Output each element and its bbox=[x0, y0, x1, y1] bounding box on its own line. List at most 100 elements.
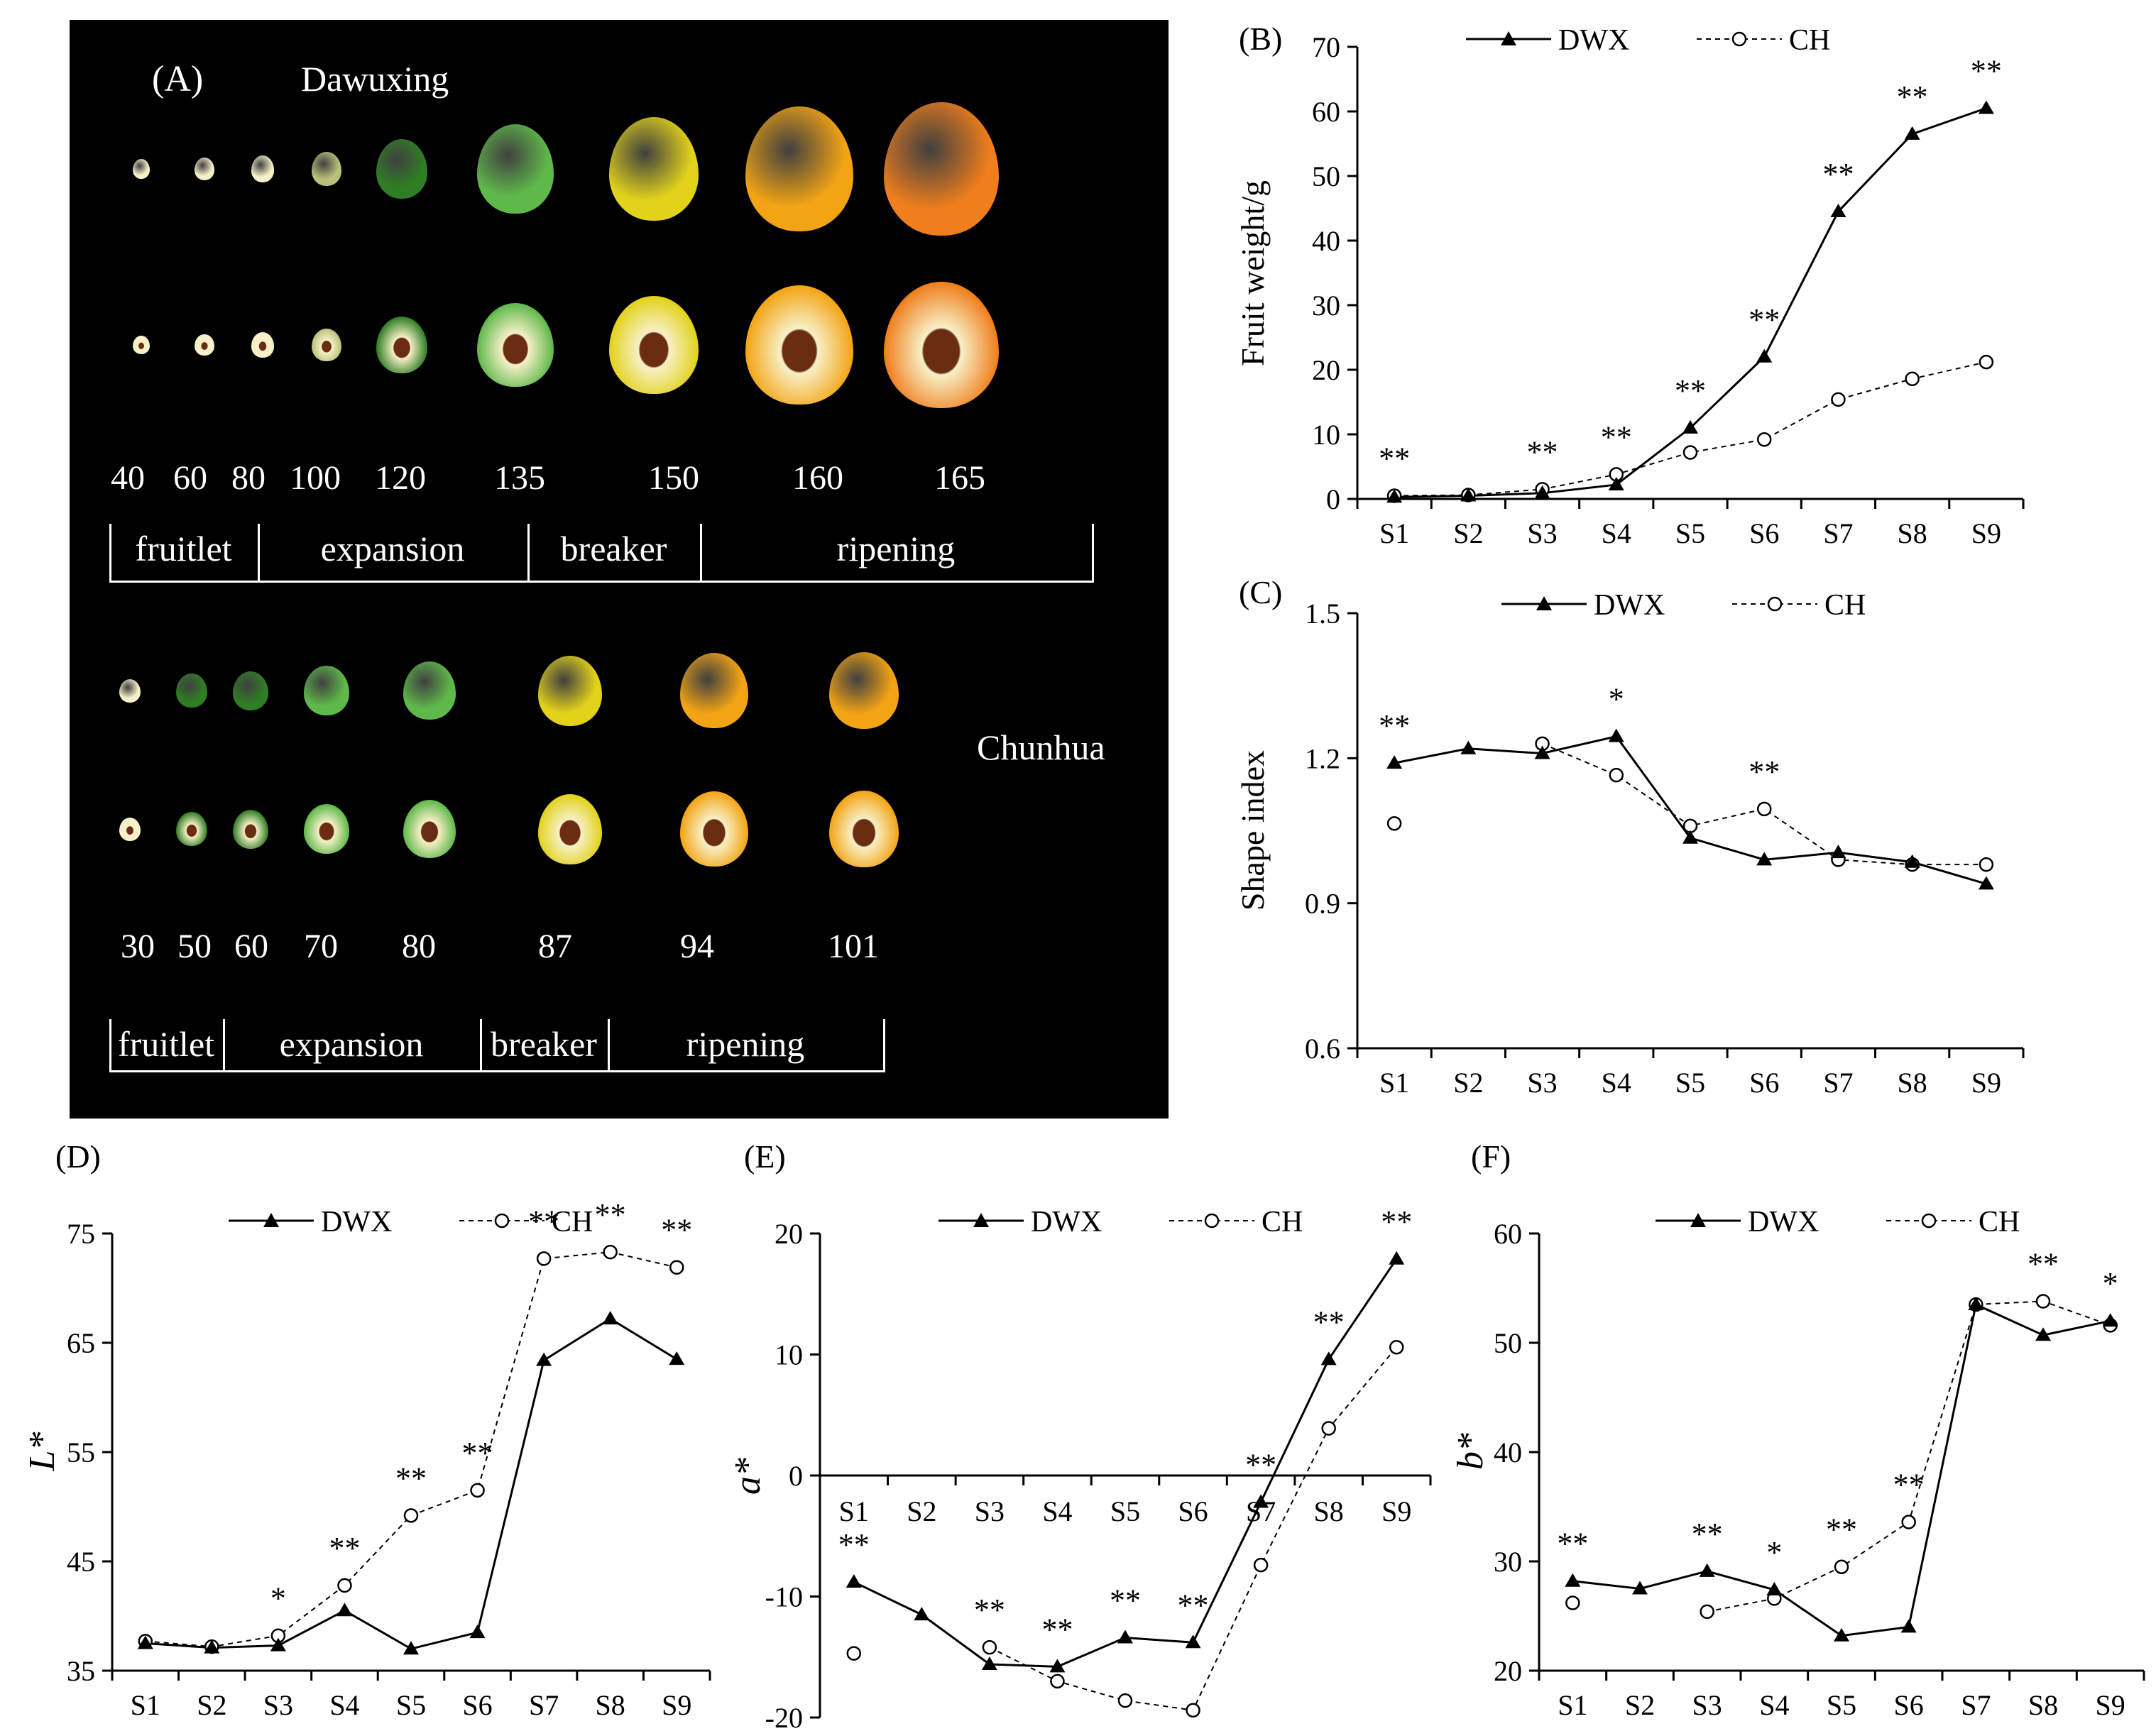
x-tick-label: S4 bbox=[329, 1689, 359, 1721]
fruit-dawuxing-whole bbox=[132, 159, 150, 179]
significance-marker: ** bbox=[528, 1204, 559, 1238]
y-tick-label: 50 bbox=[1494, 1327, 1522, 1359]
x-tick-label: S5 bbox=[396, 1689, 426, 1721]
data-point-dwx bbox=[1834, 1627, 1849, 1642]
legend-marker-ch bbox=[494, 1213, 510, 1229]
legend-marker-ch bbox=[1921, 1213, 1937, 1229]
y-tick-label: 0 bbox=[1326, 483, 1340, 515]
legend-label-dwx: DWX bbox=[1594, 589, 1665, 622]
x-tick-label: S5 bbox=[1675, 1067, 1705, 1099]
x-tick-label: S8 bbox=[1898, 1067, 1927, 1099]
significance-marker: ** bbox=[329, 1531, 360, 1566]
data-point-dwx bbox=[1968, 1297, 1984, 1311]
data-point-ch bbox=[1386, 816, 1402, 831]
data-point-dwx bbox=[1534, 745, 1550, 759]
fruit-dawuxing-cut bbox=[312, 328, 342, 362]
data-point-dwx bbox=[1565, 1573, 1581, 1587]
fruit-dawuxing-whole bbox=[745, 106, 854, 232]
significance-marker: ** bbox=[1692, 1517, 1723, 1551]
significance-marker: ** bbox=[1749, 302, 1780, 337]
significance-marker: ** bbox=[1381, 1204, 1412, 1239]
data-point-ch bbox=[1389, 1340, 1404, 1355]
legend: DWX CH bbox=[939, 1206, 1303, 1238]
data-point-ch bbox=[1253, 1557, 1269, 1573]
x-tick-label: S4 bbox=[1602, 517, 1631, 549]
data-point-ch bbox=[1831, 392, 1846, 407]
chunhua-stage-line bbox=[109, 1070, 883, 1072]
x-tick-label: S5 bbox=[1675, 517, 1705, 549]
legend: DWX CH bbox=[1466, 24, 1830, 57]
data-point-ch bbox=[1050, 1674, 1065, 1689]
y-tick-label: 0 bbox=[789, 1460, 803, 1492]
x-tick-label: S3 bbox=[263, 1689, 293, 1721]
data-point-dwx bbox=[1830, 845, 1846, 859]
data-point-dwx bbox=[1978, 100, 1994, 114]
significance-marker: ** bbox=[1897, 79, 1928, 114]
significance-marker: ** bbox=[1245, 1448, 1276, 1483]
data-point-dwx bbox=[1386, 755, 1403, 769]
significance-marker: * bbox=[2103, 1266, 2118, 1301]
y-tick-label: 10 bbox=[1312, 419, 1340, 451]
fruit-dawuxing-cut bbox=[476, 302, 554, 388]
data-point-dwx bbox=[669, 1351, 685, 1365]
x-tick-label: S7 bbox=[1823, 517, 1853, 549]
fruit-dawuxing-cut bbox=[884, 281, 1000, 409]
fruit-chunhua-whole bbox=[829, 652, 899, 729]
data-point-dwx bbox=[2035, 1327, 2051, 1341]
significance-marker: ** bbox=[1557, 1527, 1588, 1561]
fruit-chunhua-whole bbox=[403, 661, 456, 720]
series-line-dwx bbox=[1394, 735, 1987, 885]
x-tick-label: S9 bbox=[1381, 1495, 1411, 1527]
x-tick-label: S6 bbox=[1178, 1495, 1208, 1527]
data-point-ch bbox=[1901, 1515, 1916, 1529]
y-tick-label: 40 bbox=[1494, 1436, 1522, 1468]
y-tick-label: 30 bbox=[1312, 290, 1340, 322]
day-label-dawuxing: 150 bbox=[648, 459, 699, 497]
legend-marker-dwx bbox=[1690, 1213, 1706, 1227]
day-label-dawuxing: 160 bbox=[792, 459, 843, 497]
cultivar-name-dawuxing: Dawuxing bbox=[301, 59, 449, 99]
data-point-ch bbox=[1834, 1559, 1849, 1574]
significance-marker: ** bbox=[1749, 754, 1780, 789]
data-point-ch bbox=[1979, 354, 1994, 370]
y-axis-label: b* bbox=[1450, 1433, 1491, 1470]
data-point-dwx bbox=[1386, 489, 1403, 503]
panel-label-f: (F) bbox=[1471, 1138, 1511, 1175]
panel-label-b: (B) bbox=[1239, 21, 1282, 57]
data-point-dwx bbox=[536, 1352, 552, 1366]
fruit-chunhua-whole bbox=[538, 655, 602, 726]
data-point-dwx bbox=[1756, 348, 1773, 363]
significance-marker: ** bbox=[1826, 1512, 1857, 1547]
dawuxing-stage-label: fruitlet bbox=[135, 529, 232, 568]
chunhua-stage-label: breaker bbox=[491, 1024, 597, 1064]
dawuxing-stage-line bbox=[109, 581, 1092, 583]
y-tick-label: 20 bbox=[775, 1218, 803, 1250]
x-tick-label: S2 bbox=[907, 1495, 936, 1527]
fruit-dawuxing-whole bbox=[251, 155, 275, 182]
x-tick-label: S2 bbox=[1453, 517, 1483, 549]
x-tick-label: S7 bbox=[1823, 1067, 1853, 1099]
x-tick-label: S2 bbox=[1453, 1067, 1483, 1099]
data-point-ch bbox=[1609, 767, 1624, 783]
data-point-dwx bbox=[1320, 1351, 1337, 1365]
series-line-dwx bbox=[1572, 1302, 2111, 1637]
x-tick-label: S8 bbox=[596, 1689, 625, 1721]
y-tick-label: 1.2 bbox=[1305, 742, 1340, 774]
x-tick-label: S4 bbox=[1042, 1495, 1072, 1527]
dawuxing-stage-label: ripening bbox=[836, 529, 956, 568]
data-point-ch bbox=[846, 1646, 862, 1661]
x-tick-label: S3 bbox=[1692, 1689, 1722, 1721]
y-tick-label: 75 bbox=[67, 1218, 95, 1250]
series-line-ch bbox=[145, 1251, 677, 1648]
fruit-dawuxing-cut bbox=[194, 334, 214, 356]
significance-marker: ** bbox=[1601, 419, 1632, 454]
significance-marker: ** bbox=[1971, 53, 2002, 88]
x-tick-label: S6 bbox=[462, 1689, 492, 1721]
y-tick-label: 1.5 bbox=[1305, 598, 1340, 630]
data-point-dwx bbox=[914, 1607, 930, 1621]
day-label-dawuxing: 80 bbox=[231, 459, 266, 497]
fruit-chunhua-whole bbox=[176, 673, 207, 708]
series-line-ch bbox=[1394, 361, 1987, 497]
